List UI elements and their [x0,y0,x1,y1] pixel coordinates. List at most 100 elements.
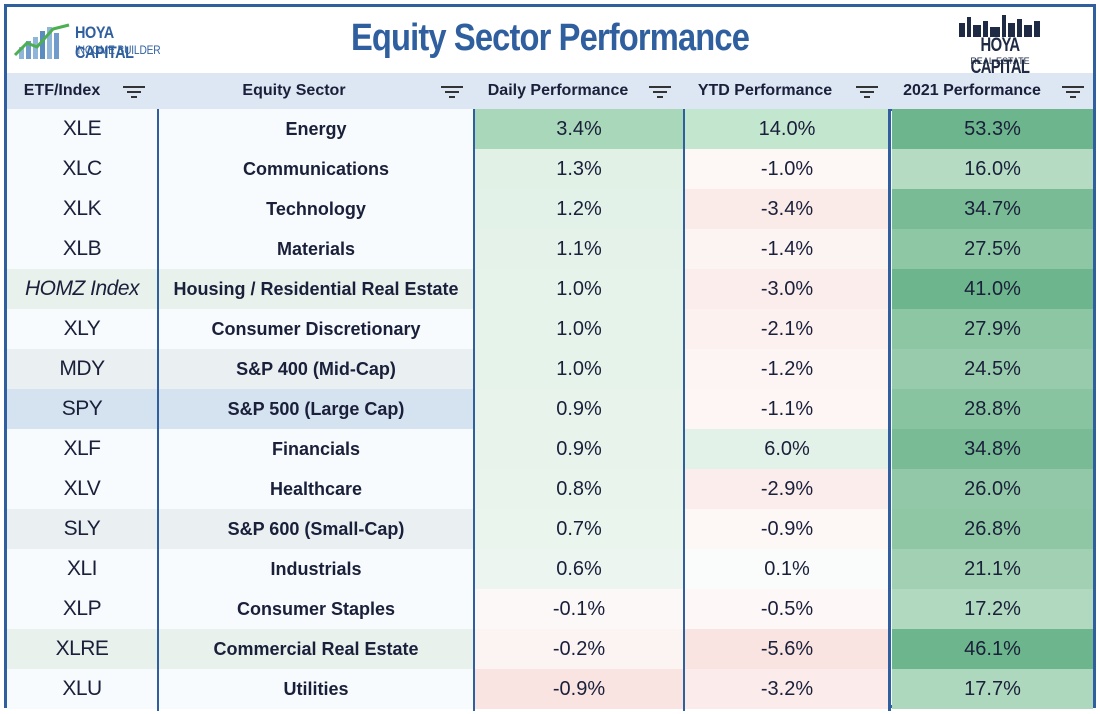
table-row: XLV Healthcare 0.8% -2.9% 26.0% [7,469,1093,509]
sector-cell: S&P 400 (Mid-Cap) [159,349,473,389]
daily-performance-cell: 0.6% [475,549,683,589]
etf-cell: XLY [7,309,157,349]
etf-cell: SLY [7,509,157,549]
sector-cell: Technology [159,189,473,229]
filter-icon[interactable] [123,86,145,98]
performance-table-frame: HOYA CAPITAL INCOME BUILDER Equity Secto… [4,4,1096,711]
etf-cell: XLE [7,109,157,149]
daily-performance-cell: 1.3% [475,149,683,189]
column-header-sector: Equity Sector [242,82,346,99]
sector-cell: Industrials [159,549,473,589]
hoya-capital-income-builder-logo: HOYA CAPITAL INCOME BUILDER [13,19,183,63]
etf-cell: XLP [7,589,157,629]
etf-cell: HOMZ Index [7,269,157,309]
performance-2021-cell: 41.0% [892,269,1093,309]
ytd-performance-cell: -2.1% [685,309,889,349]
performance-2021-cell: 27.9% [892,309,1093,349]
sector-cell: Healthcare [159,469,473,509]
ytd-performance-cell: 6.0% [685,429,889,469]
ytd-performance-cell: 0.1% [685,549,889,589]
ytd-performance-cell: -3.0% [685,269,889,309]
logo-right-title: HOYA CAPITAL [970,35,1030,78]
etf-cell: XLI [7,549,157,589]
performance-2021-cell: 21.1% [892,549,1093,589]
performance-2021-cell: 24.5% [892,349,1093,389]
sector-cell: Communications [159,149,473,189]
performance-2021-cell: 28.8% [892,389,1093,429]
etf-cell: XLK [7,189,157,229]
etf-cell: XLRE [7,629,157,669]
sector-cell: Financials [159,429,473,469]
table-row: XLY Consumer Discretionary 1.0% -2.1% 27.9% [7,309,1093,349]
ytd-performance-cell: 14.0% [685,109,889,149]
table-row: MDY S&P 400 (Mid-Cap) 1.0% -1.2% 24.5% [7,349,1093,389]
etf-cell: XLU [7,669,157,709]
table-row: HOMZ Index Housing / Residential Real Est… [7,269,1093,309]
sector-cell: Commercial Real Estate [159,629,473,669]
logo-left-title: HOYA CAPITAL [75,23,134,62]
daily-performance-cell: -0.9% [475,669,683,709]
table-row: XLK Technology 1.2% -3.4% 34.7% [7,189,1093,229]
column-header-etf: ETF/Index [23,82,101,99]
sector-cell: Consumer Discretionary [159,309,473,349]
table-row: XLU Utilities -0.9% -3.2% 17.7% [7,669,1093,709]
table-row: XLRE Commercial Real Estate -0.2% -5.6% 46.1… [7,629,1093,669]
daily-performance-cell: 0.9% [475,429,683,469]
column-header-2021: 2021 Performance [903,82,1041,99]
filter-icon[interactable] [649,86,671,98]
column-divider [473,109,475,711]
chart-bars-icon [13,23,70,59]
column-divider [888,109,891,711]
ytd-performance-cell: -1.1% [685,389,889,429]
daily-performance-cell: -0.1% [475,589,683,629]
performance-2021-cell: 17.7% [892,669,1093,709]
ytd-performance-cell: -3.4% [685,189,889,229]
etf-cell: XLV [7,469,157,509]
daily-performance-cell: 1.0% [475,349,683,389]
sector-cell: Materials [159,229,473,269]
ytd-performance-cell: -2.9% [685,469,889,509]
ytd-performance-cell: -5.6% [685,629,889,669]
daily-performance-cell: 1.0% [475,269,683,309]
filter-icon[interactable] [1062,86,1084,98]
daily-performance-cell: 0.7% [475,509,683,549]
column-header-daily: Daily Performance [487,82,629,99]
etf-cell: XLF [7,429,157,469]
logo-left-subtitle: INCOME BUILDER [75,43,161,57]
table-row: XLF Financials 0.9% 6.0% 34.8% [7,429,1093,469]
table-row: XLC Communications 1.3% -1.0% 16.0% [7,149,1093,189]
filter-icon[interactable] [856,86,878,98]
page-title: Equity Sector Performance [350,17,750,59]
ytd-performance-cell: -0.9% [685,509,889,549]
table-row: XLI Industrials 0.6% 0.1% 21.1% [7,549,1093,589]
logo-right-subtitle: REAL ESTATE [970,56,1030,66]
hoya-capital-real-estate-logo: HOYA CAPITAL REAL ESTATE [955,13,1045,78]
daily-performance-cell: 1.1% [475,229,683,269]
daily-performance-cell: 3.4% [475,109,683,149]
sector-cell: S&P 600 (Small-Cap) [159,509,473,549]
filter-icon[interactable] [441,86,463,98]
ytd-performance-cell: -1.2% [685,349,889,389]
performance-2021-cell: 17.2% [892,589,1093,629]
column-header-row: ETF/Index Equity Sector Daily Performanc… [7,73,1093,111]
sector-cell: Housing / Residential Real Estate [159,269,473,309]
sector-cell: Utilities [159,669,473,709]
performance-2021-cell: 34.8% [892,429,1093,469]
table-row: XLB Materials 1.1% -1.4% 27.5% [7,229,1093,269]
ytd-performance-cell: -0.5% [685,589,889,629]
performance-2021-cell: 26.0% [892,469,1093,509]
column-header-ytd: YTD Performance [697,82,833,99]
performance-2021-cell: 16.0% [892,149,1093,189]
sector-cell: S&P 500 (Large Cap) [159,389,473,429]
skyline-icon [959,15,1040,37]
sector-cell: Consumer Staples [159,589,473,629]
daily-performance-cell: -0.2% [475,629,683,669]
table-row: XLE Energy 3.4% 14.0% 53.3% [7,109,1093,149]
column-divider [683,109,685,711]
column-divider [157,109,159,711]
performance-2021-cell: 53.3% [892,109,1093,149]
table-row: SPY S&P 500 (Large Cap) 0.9% -1.1% 28.8% [7,389,1093,429]
table-row: SLY S&P 600 (Small-Cap) 0.7% -0.9% 26.8% [7,509,1093,549]
performance-2021-cell: 27.5% [892,229,1093,269]
daily-performance-cell: 1.2% [475,189,683,229]
